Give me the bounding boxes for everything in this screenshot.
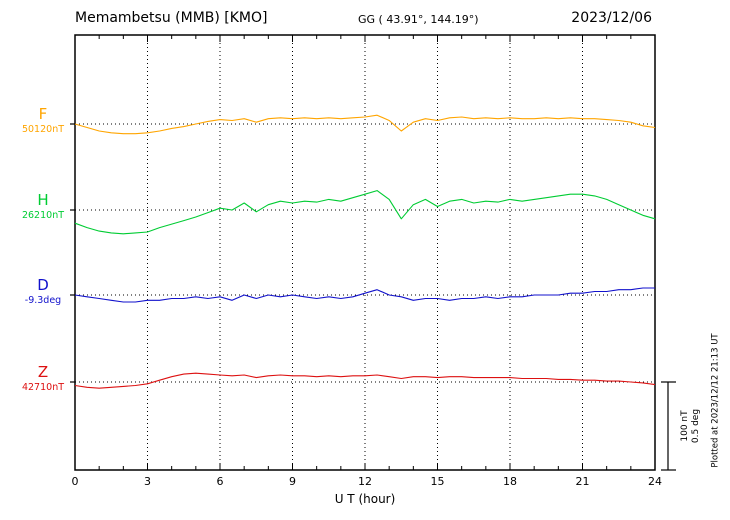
trace-label-D: D -9.3deg <box>16 278 70 306</box>
trace-label-Z: Z 42710nT <box>16 365 70 393</box>
trace-F <box>74 114 656 135</box>
scale-deg: 0.5 deg <box>690 408 701 444</box>
x-tick-label: 21 <box>575 475 590 488</box>
date-label: 2023/12/06 <box>571 10 652 26</box>
trace-H <box>74 190 656 235</box>
x-tick-label: 18 <box>503 475 517 488</box>
trace-name: D <box>37 276 49 294</box>
trace-name: F <box>38 105 48 123</box>
trace-D <box>74 287 655 303</box>
x-tick-label: 6 <box>216 475 224 488</box>
trace-name: Z <box>37 363 49 381</box>
x-tick-label: 9 <box>289 475 296 488</box>
x-tick-label: 3 <box>144 475 151 488</box>
x-tick-label: 0 <box>71 475 79 488</box>
trace-label-F: F 50120nT <box>16 107 70 135</box>
x-tick-label: 24 <box>648 475 662 488</box>
trace-baseline-value: 42710nT <box>21 382 65 393</box>
trace-label-H: H 26210nT <box>16 193 70 221</box>
x-tick-label: 15 <box>430 475 445 488</box>
scale-nt: 100 nT <box>680 410 690 442</box>
x-axis-title: U T (hour) <box>334 492 396 506</box>
geographic-coordinates-label: GG ( 43.91°, 144.19°) <box>358 13 479 26</box>
trace-Z <box>74 372 656 389</box>
trace-baseline-value: 50120nT <box>21 124 65 135</box>
trace-name: H <box>37 191 49 209</box>
plotted-at-label: Plotted at 2023/12/12 21:13 UT <box>710 333 721 468</box>
station-title: Memambetsu (MMB) [KMO] <box>75 10 268 26</box>
trace-baseline-value: 26210nT <box>21 210 65 221</box>
plot-frame <box>74 34 656 471</box>
x-tick-label: 12 <box>358 475 372 488</box>
scale-annotation: 100 nT 0.5 deg <box>680 401 704 451</box>
trace-baseline-value: -9.3deg <box>24 295 62 306</box>
